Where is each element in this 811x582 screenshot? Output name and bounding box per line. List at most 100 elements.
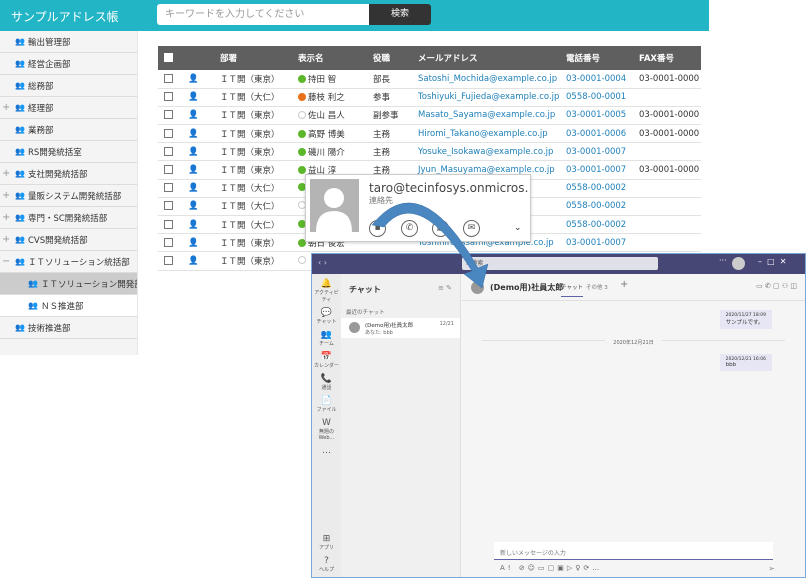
rail-item[interactable]: 👥 チーム — [312, 330, 341, 347]
email-link[interactable]: Toshihiro_Asami@example.co.jp — [418, 237, 554, 248]
col-fax[interactable]: FAX番号 — [639, 46, 701, 70]
rail-item[interactable]: 💬 チャット — [312, 308, 341, 325]
col-name[interactable]: 表示名 — [298, 46, 373, 70]
call-actions-icons[interactable]: ▭ ✆ ▢ ⚇ ◫ — [756, 282, 797, 290]
phone-link[interactable]: 03-0001-0007 — [566, 237, 627, 248]
presence-icon — [298, 166, 306, 175]
tab-chat[interactable]: チャット — [561, 283, 583, 297]
nav-arrows-icon[interactable]: ‹ › — [318, 258, 327, 267]
row-checkbox[interactable] — [164, 219, 173, 229]
dept-cell: ＩＴ開（東京） — [220, 233, 298, 253]
sidebar-item[interactable]: + 👥 支社開発統括部 — [0, 163, 137, 185]
expand-toggle[interactable]: + — [2, 102, 11, 113]
sidebar-item[interactable]: 👥 経営企画部 — [0, 53, 137, 75]
search-button[interactable]: 検索 — [369, 4, 431, 25]
phone-link[interactable]: 0558-00-0001 — [566, 92, 627, 103]
sidebar-item[interactable]: 👥 総務部 — [0, 75, 137, 97]
row-checkbox[interactable] — [164, 165, 173, 175]
add-tab-icon[interactable]: + — [620, 279, 629, 290]
sidebar-item[interactable]: 👥 技術推進部 — [0, 317, 137, 339]
table-row[interactable]: 👤 ＩＴ開（東京） 朝日 俊宏 Toshihiro_Asami@example.… — [158, 233, 701, 253]
expand-toggle[interactable]: + — [2, 168, 11, 179]
sidebar-item[interactable]: 👥 ＩＴソリューション開発部 — [0, 273, 137, 295]
expand-toggle[interactable]: − — [2, 256, 11, 267]
compose-input[interactable]: 新しいメッセージの入力 — [494, 542, 773, 560]
row-checkbox[interactable] — [164, 128, 173, 138]
rail-item[interactable]: 📅 カレンダー — [312, 352, 341, 369]
chevron-down-icon[interactable]: ⌄ — [514, 223, 522, 233]
rail-item[interactable]: 📞 通話 — [312, 374, 341, 391]
rail-item[interactable]: 📄 ファイル — [312, 396, 341, 413]
sidebar-item[interactable]: + 👥 経理部 — [0, 97, 137, 119]
more-icon[interactable]: ··· — [719, 256, 727, 265]
sidebar-item[interactable]: + 👥 専門・SC開発統括部 — [0, 207, 137, 229]
phone-link[interactable]: 0558-00-0002 — [566, 201, 627, 212]
chat-list-item[interactable]: (Demo用)社員太郎 あなた: bbb 12/21 — [341, 318, 460, 338]
sidebar-item-label: 技術推進部 — [27, 323, 71, 334]
sidebar-item[interactable]: 👥 業務部 — [0, 119, 137, 141]
expand-toggle[interactable]: + — [2, 190, 11, 201]
phone-link[interactable]: 0558-00-0002 — [566, 219, 627, 230]
group-icon: 👥 — [15, 191, 25, 200]
rail-item[interactable]: ? ヘルプ — [312, 556, 341, 573]
person-icon: 👤 — [180, 197, 220, 217]
table-row[interactable]: 👤 ＩＴ開（東京） 佐山 昌人 副参事 Masato_Sayama@exampl… — [158, 106, 701, 126]
tab-more[interactable]: その他 3 — [586, 285, 608, 291]
sidebar-item[interactable]: 👥 輸出管理部 — [0, 31, 137, 53]
table-row[interactable]: 👤 ＩＴ開（東京） 磯川 陽介 主務 Yosuke_Isokawa@exampl… — [158, 142, 701, 162]
row-checkbox[interactable] — [164, 92, 173, 102]
phone-link[interactable]: 0558-00-0002 — [566, 183, 627, 194]
rail-item[interactable]: 🔔 アクティビティ — [312, 279, 341, 303]
rail-item[interactable]: … — [312, 446, 341, 456]
row-checkbox[interactable] — [164, 255, 173, 265]
dept-cell: ＩＴ開（大仁） — [220, 197, 298, 217]
email-link[interactable]: Hiromi_Takano@example.co.jp — [418, 128, 548, 139]
row-checkbox[interactable] — [164, 237, 173, 247]
sidebar-item[interactable]: 👥 ＮＳ推進部 — [0, 295, 137, 317]
sidebar-item[interactable]: − 👥 ＩＴソリューション統括部 — [0, 251, 137, 273]
phone-link[interactable]: 03-0001-0007 — [566, 165, 627, 176]
col-phone[interactable]: 電話番号 — [566, 46, 639, 70]
search-input[interactable]: キーワードを入力してください — [157, 4, 369, 25]
row-checkbox[interactable] — [164, 73, 173, 83]
row-checkbox[interactable] — [164, 201, 173, 211]
rail-item[interactable]: ⊞ アプリ — [312, 534, 341, 551]
phone-link[interactable]: 03-0001-0006 — [566, 128, 627, 139]
presence-icon — [298, 219, 306, 228]
mail-icon[interactable]: ✉ — [463, 220, 480, 237]
select-all-checkbox[interactable] — [164, 53, 173, 62]
col-email[interactable]: メールアドレス — [418, 46, 566, 70]
phone-link[interactable]: 03-0001-0004 — [566, 73, 627, 84]
rail-item[interactable]: W 無題のWeb... — [312, 418, 341, 441]
sidebar-item[interactable]: 👥 RS開発統括室 — [0, 141, 137, 163]
compose-toolbar-icons[interactable]: A! ⊘☺▭▢▣▷♀⟳… — [500, 564, 603, 572]
send-icon[interactable]: ➢ — [768, 564, 775, 573]
rail-icon: 💬 — [320, 308, 333, 318]
col-dept[interactable]: 部署 — [220, 46, 298, 70]
phone-icon[interactable]: ✆ — [401, 220, 418, 237]
row-checkbox[interactable] — [164, 110, 173, 120]
user-avatar[interactable] — [732, 257, 745, 270]
sidebar-item[interactable]: + 👥 CVS開発統括部 — [0, 229, 137, 251]
window-controls[interactable]: – □ ✕ — [758, 257, 787, 266]
row-checkbox[interactable] — [164, 146, 173, 156]
row-checkbox[interactable] — [164, 183, 173, 193]
col-role[interactable]: 役職 — [373, 46, 418, 70]
table-row[interactable]: 👤 ＩＴ開（大仁） 藤枝 利之 参事 Toshiyuki_Fujieda@exa… — [158, 88, 701, 107]
email-link[interactable]: Masato_Sayama@example.co.jp — [418, 110, 556, 121]
email-link[interactable]: Jyun_Masuyama@example.co.jp — [418, 165, 555, 176]
sidebar-item[interactable]: + 👥 量販システム開発統括部 — [0, 185, 137, 207]
email-link[interactable]: Toshiyuki_Fujieda@example.co.jp — [418, 92, 560, 103]
expand-toggle[interactable]: + — [2, 212, 11, 223]
fax-cell — [639, 179, 701, 198]
name-cell: 持田 智 — [298, 70, 373, 89]
email-link[interactable]: Satoshi_Mochida@example.co.jp — [418, 73, 558, 84]
phone-link[interactable]: 03-0001-0007 — [566, 146, 627, 157]
email-link[interactable]: Yosuke_Isokawa@example.co.jp — [418, 146, 554, 157]
table-row[interactable]: 👤 ＩＴ開（東京） 持田 智 部長 Satoshi_Mochida@exampl… — [158, 70, 701, 89]
filter-icon[interactable]: ≡ ✎ — [438, 284, 452, 292]
table-row[interactable]: 👤 ＩＴ開（東京） 高野 博美 主務 Hiromi_Takano@example… — [158, 124, 701, 144]
teams-app-rail: 🔔 アクティビティ 💬 チャット 👥 チーム 📅 カレンダー 📞 通話 📄 ファイル W 無題のWeb..… — [312, 274, 341, 577]
phone-link[interactable]: 03-0001-0005 — [566, 110, 627, 121]
expand-toggle[interactable]: + — [2, 234, 11, 245]
